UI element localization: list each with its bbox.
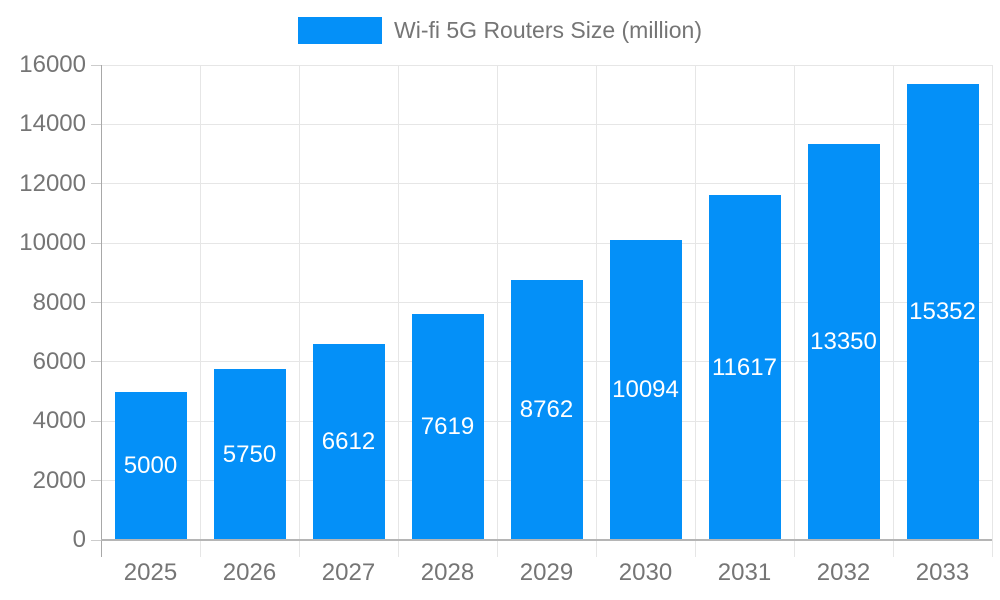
bar-value-label: 7619 bbox=[420, 412, 475, 440]
bar-value-label: 15352 bbox=[909, 298, 976, 326]
bar-value-label: 5000 bbox=[123, 451, 178, 479]
y-axis-tick bbox=[91, 123, 101, 125]
bar-2030: 10094 bbox=[609, 240, 682, 540]
y-axis-label: 14000 bbox=[19, 110, 86, 138]
v-gridline bbox=[892, 65, 894, 557]
v-gridline bbox=[298, 65, 300, 557]
y-axis-tick bbox=[91, 361, 101, 363]
x-axis-label: 2030 bbox=[618, 559, 673, 586]
bar-2026: 5750 bbox=[213, 369, 286, 540]
bar-value-label: 10094 bbox=[612, 376, 679, 404]
y-axis-line bbox=[100, 65, 102, 557]
y-axis-tick bbox=[91, 539, 101, 541]
plot-area: 5000 5750 6612 7619 8762 10094 11617 13350 15352 bbox=[91, 64, 993, 557]
bar-2027: 6612 bbox=[312, 343, 385, 540]
y-axis-label: 0 bbox=[72, 526, 86, 553]
bar-2025: 5000 bbox=[114, 391, 187, 540]
y-axis-tick bbox=[91, 480, 101, 482]
x-axis-label: 2029 bbox=[519, 559, 574, 586]
y-axis-label: 16000 bbox=[19, 51, 86, 78]
bar-2032: 13350 bbox=[807, 143, 880, 540]
v-gridline bbox=[496, 65, 498, 557]
x-axis-label: 2025 bbox=[123, 559, 178, 586]
y-axis-label: 6000 bbox=[32, 347, 86, 375]
v-gridline bbox=[694, 65, 696, 557]
x-axis-label: 2028 bbox=[420, 559, 475, 586]
v-gridline bbox=[595, 65, 597, 557]
y-axis-label: 8000 bbox=[32, 288, 86, 316]
bar-2029: 8762 bbox=[510, 279, 583, 540]
y-axis-label: 10000 bbox=[19, 229, 86, 257]
x-axis-label: 2026 bbox=[222, 559, 277, 586]
x-axis-label: 2027 bbox=[321, 559, 376, 586]
h-gridline bbox=[101, 183, 992, 185]
x-axis-line bbox=[101, 539, 992, 541]
bar-value-label: 11617 bbox=[712, 353, 777, 381]
bar-value-label: 5750 bbox=[222, 440, 277, 468]
h-gridline bbox=[101, 123, 992, 125]
y-axis-tick bbox=[91, 64, 101, 66]
v-gridline bbox=[991, 65, 993, 557]
y-axis-tick bbox=[91, 302, 101, 303]
y-axis-label: 12000 bbox=[19, 169, 86, 197]
x-axis-label: 2032 bbox=[816, 559, 871, 586]
bar-value-label: 6612 bbox=[321, 427, 376, 455]
v-gridline bbox=[199, 65, 201, 557]
legend-label: Wi-fi 5G Routers Size (million) bbox=[394, 17, 702, 43]
y-axis-tick bbox=[91, 242, 101, 244]
h-gridline bbox=[101, 64, 992, 66]
h-gridline bbox=[101, 242, 992, 244]
legend: Wi-fi 5G Routers Size (million) bbox=[0, 17, 1000, 44]
x-axis-label: 2031 bbox=[717, 559, 772, 586]
y-axis-label: 2000 bbox=[32, 466, 86, 494]
v-gridline bbox=[397, 65, 399, 557]
v-gridline bbox=[793, 65, 795, 557]
bar-2028: 7619 bbox=[411, 313, 484, 540]
y-axis-label: 4000 bbox=[32, 407, 86, 435]
bar-value-label: 8762 bbox=[519, 395, 574, 423]
x-axis-label: 2033 bbox=[915, 559, 970, 586]
legend-swatch bbox=[298, 17, 382, 44]
y-axis-tick bbox=[91, 183, 101, 185]
bar-2031: 11617 bbox=[708, 195, 781, 540]
bar-2033: 15352 bbox=[906, 84, 979, 540]
y-axis-tick bbox=[91, 420, 101, 422]
bar-value-label: 13350 bbox=[810, 327, 877, 355]
